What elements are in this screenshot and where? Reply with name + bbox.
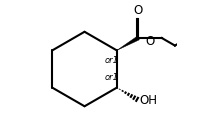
- Text: O: O: [145, 35, 155, 48]
- Text: or1: or1: [105, 56, 119, 65]
- Text: or1: or1: [105, 73, 119, 82]
- Polygon shape: [117, 36, 139, 50]
- Text: OH: OH: [140, 94, 158, 107]
- Text: O: O: [134, 4, 143, 17]
